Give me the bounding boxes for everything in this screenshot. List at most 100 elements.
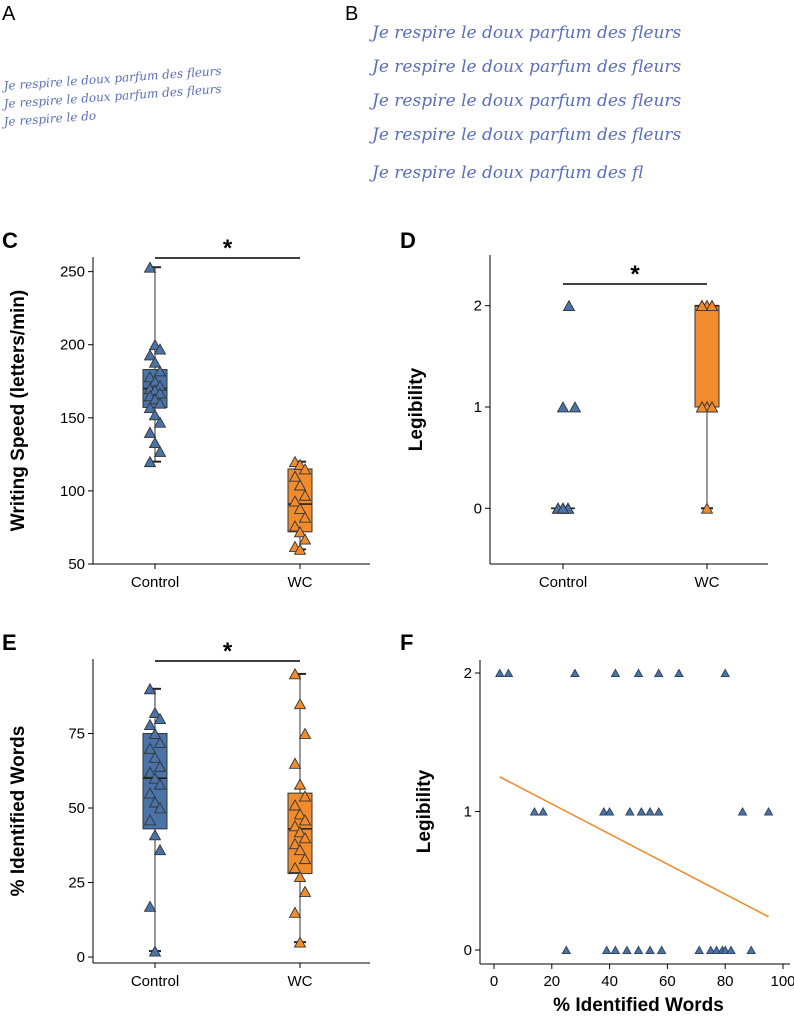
data-point xyxy=(694,945,704,955)
data-point xyxy=(298,727,312,739)
data-point xyxy=(700,502,714,514)
data-point xyxy=(153,802,167,814)
handwriting-b-line-2: Je respire le doux parfum des fleurs xyxy=(369,57,682,77)
x-tick-label: WC xyxy=(288,574,313,591)
y-tick-label: 1 xyxy=(464,804,472,821)
x-tick-label: 80 xyxy=(717,973,734,990)
panel-letter: D xyxy=(400,228,416,253)
data-point xyxy=(143,814,157,826)
data-point xyxy=(148,706,162,719)
y-tick-label: 0 xyxy=(474,500,482,517)
handwriting-b-line-5: Je respire le doux parfum des fl xyxy=(369,163,643,183)
y-tick-label: 0 xyxy=(77,949,85,966)
data-point xyxy=(153,416,167,428)
data-point xyxy=(298,533,312,545)
data-point xyxy=(153,760,167,772)
data-point xyxy=(288,495,302,507)
data-point xyxy=(148,828,162,841)
y-axis-title: Writing Speed (letters/min) xyxy=(8,290,29,531)
data-point xyxy=(298,831,312,844)
data-point xyxy=(143,349,157,361)
data-point xyxy=(604,806,615,816)
data-point xyxy=(695,299,709,312)
data-point xyxy=(288,520,302,532)
data-point xyxy=(645,806,655,816)
data-point xyxy=(293,808,307,820)
data-point xyxy=(720,668,730,678)
x-tick-label: Control xyxy=(131,574,179,591)
data-point xyxy=(143,742,157,754)
panel-letter-a: A xyxy=(2,3,16,25)
data-point xyxy=(143,261,157,273)
data-point xyxy=(288,837,302,850)
data-point xyxy=(148,409,162,421)
panel-letter: E xyxy=(2,630,17,655)
data-point xyxy=(153,445,167,457)
panel-letter: F xyxy=(400,630,413,655)
y-tick-label: 100 xyxy=(60,483,85,500)
data-point xyxy=(695,401,709,413)
data-point xyxy=(148,727,162,739)
data-point xyxy=(153,736,167,748)
data-point xyxy=(153,712,167,725)
data-point xyxy=(148,751,162,763)
data-point xyxy=(568,401,582,413)
data-point xyxy=(720,945,730,955)
panel-d-legibility: D 0 1 2 Control WC Legibility * xyxy=(400,228,768,591)
data-point xyxy=(653,806,664,816)
data-point xyxy=(293,936,307,948)
data-point xyxy=(298,511,312,523)
data-point xyxy=(705,401,719,413)
x-tick-label: Control xyxy=(131,973,179,990)
x-tick-label: WC xyxy=(288,973,313,990)
data-point xyxy=(625,806,635,816)
data-point xyxy=(599,806,609,816)
y-tick-label: 200 xyxy=(60,337,85,354)
data-point xyxy=(633,668,644,678)
data-point xyxy=(143,401,157,413)
data-point xyxy=(143,370,157,383)
data-point xyxy=(143,900,157,912)
data-point xyxy=(148,796,162,808)
y-tick-label: 250 xyxy=(60,264,85,281)
data-point xyxy=(293,843,307,856)
data-point xyxy=(705,945,716,955)
data-point xyxy=(288,861,302,874)
data-point xyxy=(293,870,307,882)
data-point xyxy=(746,945,756,955)
data-point xyxy=(298,489,312,501)
data-point xyxy=(610,945,621,955)
data-point xyxy=(610,668,621,678)
x-tick-label: 100 xyxy=(770,973,794,990)
y-tick-label: 2 xyxy=(474,298,482,315)
regression-line xyxy=(499,776,769,918)
significance-star: * xyxy=(223,638,233,665)
data-point xyxy=(148,392,162,405)
data-point xyxy=(645,945,655,955)
data-point xyxy=(143,787,157,799)
panel-e-identified-words: E 0 25 50 75 Control WC % Identified Words * xyxy=(2,630,370,990)
panel-c-writing-speed: C 50 100 150 200 250 Control WC Writing Speed (l… xyxy=(2,228,370,591)
x-tick-label: 40 xyxy=(601,973,618,990)
data-point xyxy=(153,843,167,856)
data-point xyxy=(601,945,612,955)
data-point xyxy=(561,945,572,955)
data-point xyxy=(529,806,540,816)
data-point xyxy=(298,852,312,865)
y-tick-label: 1 xyxy=(474,399,482,416)
data-point xyxy=(298,814,312,826)
data-point xyxy=(298,790,312,802)
box xyxy=(694,305,720,408)
data-point xyxy=(153,778,167,790)
data-point xyxy=(293,502,307,514)
significance-star: * xyxy=(223,235,233,262)
data-point xyxy=(153,343,167,355)
y-tick-label: 2 xyxy=(464,665,472,682)
y-tick-label: 50 xyxy=(68,556,85,573)
data-point xyxy=(293,525,307,538)
panel-b: B Je respire le doux parfum des fleurs J… xyxy=(345,3,682,183)
data-point xyxy=(288,906,302,918)
data-point xyxy=(726,945,736,955)
data-point xyxy=(653,668,664,678)
data-point xyxy=(674,668,684,678)
